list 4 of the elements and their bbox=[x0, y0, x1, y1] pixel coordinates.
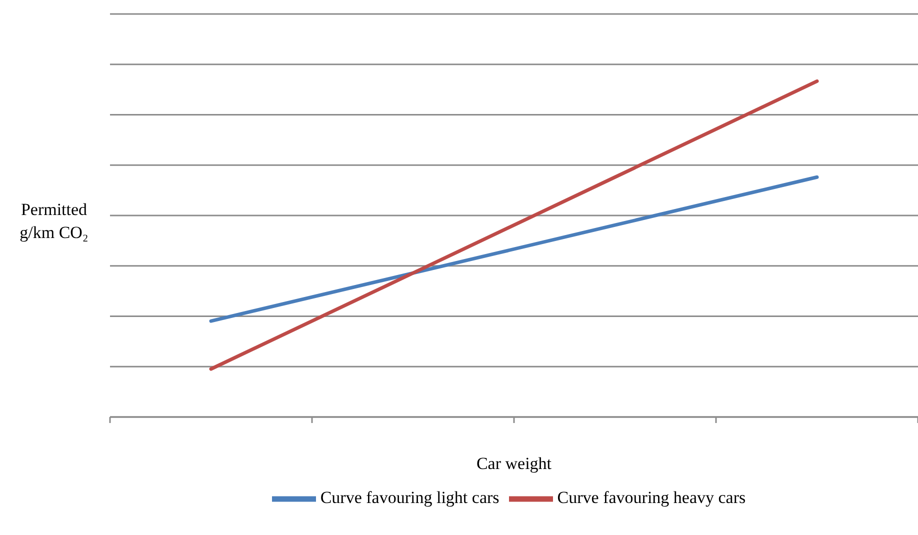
legend-label: Curve favouring heavy cars bbox=[557, 488, 746, 507]
x-axis-title: Car weight bbox=[476, 454, 552, 473]
y-axis-title: Permitted g/km CO₂ bbox=[18, 199, 90, 244]
legend-label: Curve favouring light cars bbox=[320, 488, 500, 507]
